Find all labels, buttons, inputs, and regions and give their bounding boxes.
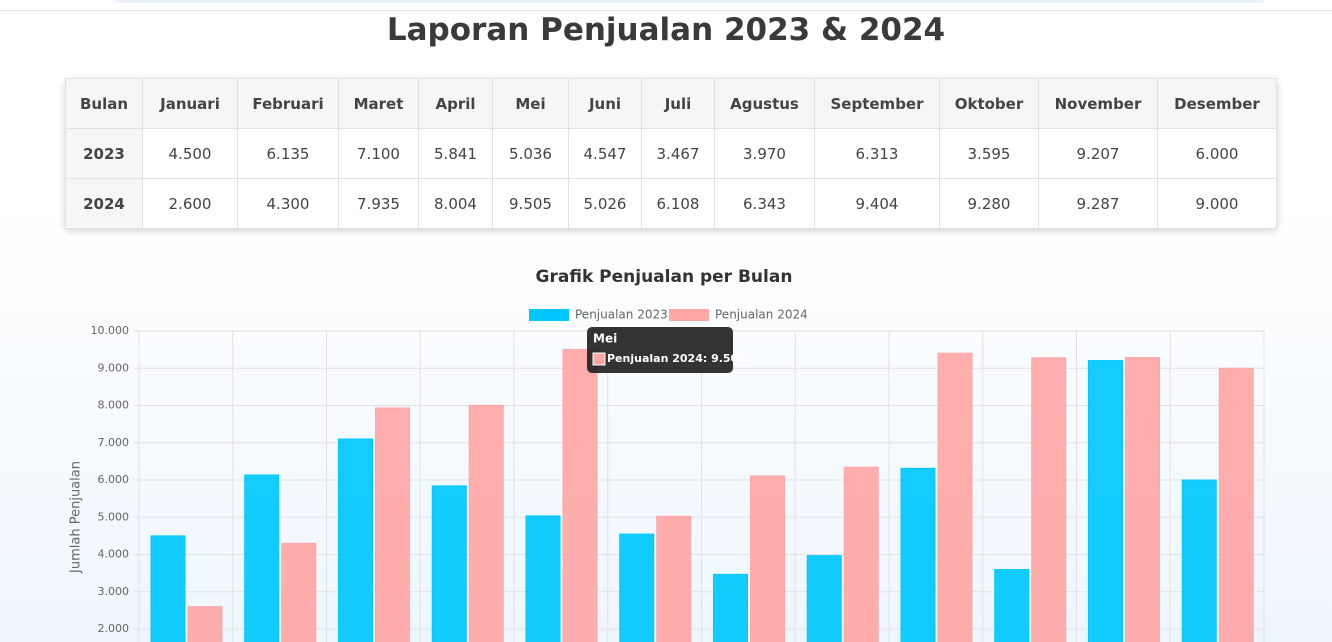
header-cell: Agustus xyxy=(714,78,815,129)
table-cell: 9.287 xyxy=(1038,178,1158,229)
header-cell: Maret xyxy=(338,78,419,129)
table-cell: 4.300 xyxy=(237,178,339,229)
bar xyxy=(187,606,223,642)
table-cell: 9.404 xyxy=(814,178,940,229)
legend-label: Penjualan 2024 xyxy=(715,308,808,322)
chart-title: Grafik Penjualan per Bulan xyxy=(536,267,793,287)
tooltip-box xyxy=(587,327,733,373)
bar xyxy=(338,438,373,642)
bar xyxy=(150,535,186,642)
y-axis-title: Jumlah Penjualan xyxy=(69,461,84,574)
table-cell: 8.004 xyxy=(418,178,493,229)
table-cell: 9.207 xyxy=(1038,128,1158,179)
header-cell: Oktober xyxy=(939,78,1039,129)
bar xyxy=(1218,367,1254,642)
bar xyxy=(281,542,317,642)
y-tick-label: 3.000 xyxy=(98,585,130,598)
table-cell: 7.100 xyxy=(338,128,419,179)
table-cell: 2024 xyxy=(65,178,143,229)
bar xyxy=(806,555,842,642)
bar xyxy=(1088,360,1123,642)
bar xyxy=(468,404,504,642)
table-cell: 6.108 xyxy=(641,178,715,229)
table-cell: 6.135 xyxy=(237,128,339,179)
header-cell: Januari xyxy=(142,78,238,129)
bar xyxy=(843,466,879,642)
header-row: Bulan Januari Februari Maret April Mei Juni Jul… xyxy=(65,78,1277,129)
table-cell: 5.026 xyxy=(568,178,642,229)
table-cell: 6.313 xyxy=(814,128,940,179)
bar xyxy=(1125,357,1160,642)
y-tick-label: 6.000 xyxy=(98,473,130,486)
tooltip-label: Penjualan 2024: 9.505 xyxy=(607,352,746,365)
table-cell: 2.600 xyxy=(142,178,238,229)
legend-swatch xyxy=(669,309,709,321)
legend-label: Penjualan 2023 xyxy=(575,308,668,322)
data-row: 2023 4.500 6.135 7.100 5.841 5.036 4.547 3.467 3… xyxy=(65,128,1277,179)
bar xyxy=(619,533,655,642)
bar xyxy=(244,474,280,642)
y-tick-label: 7.000 xyxy=(98,436,130,449)
y-tick-label: 2.000 xyxy=(98,622,130,635)
table-cell: 5.841 xyxy=(418,128,493,179)
bar xyxy=(713,573,748,642)
header-cell: Desember xyxy=(1157,78,1277,129)
bar xyxy=(994,569,1030,642)
bar xyxy=(562,348,598,642)
table-cell: 4.500 xyxy=(142,128,238,179)
bar xyxy=(525,515,561,642)
top-divider xyxy=(0,10,1332,11)
bar xyxy=(750,475,785,642)
header-cell: Juni xyxy=(568,78,642,129)
header-cell: September xyxy=(814,78,940,129)
tooltip-title: Mei xyxy=(593,332,617,346)
top-search-edge xyxy=(115,0,1265,3)
header-cell: November xyxy=(1038,78,1158,129)
tooltip-swatch xyxy=(592,352,606,366)
header-cell: Bulan xyxy=(65,78,143,129)
header-cell: Mei xyxy=(492,78,569,129)
legend-swatch xyxy=(529,309,569,321)
header-cell: April xyxy=(418,78,493,129)
y-tick-label: 5.000 xyxy=(98,510,130,523)
bar xyxy=(656,515,692,642)
table-cell: 9.280 xyxy=(939,178,1039,229)
header-cell: Februari xyxy=(237,78,339,129)
bar xyxy=(431,485,467,642)
y-tick-label: 9.000 xyxy=(98,361,130,374)
y-tick-label: 8.000 xyxy=(98,399,130,412)
data-row: 2024 2.600 4.300 7.935 8.004 9.505 5.026 6.108 6… xyxy=(65,178,1277,229)
y-tick-label: 4.000 xyxy=(98,548,130,561)
table-cell: 5.036 xyxy=(492,128,569,179)
table-cell: 2023 xyxy=(65,128,143,179)
y-tick-label: 10.000 xyxy=(91,324,130,337)
bar xyxy=(937,352,973,642)
header-cell: Juli xyxy=(641,78,715,129)
page-title: Laporan Penjualan 2023 & 2024 xyxy=(386,12,946,48)
sales-table: Bulan Januari Februari Maret April Mei Juni Jul… xyxy=(65,78,1277,229)
bar xyxy=(1181,479,1217,642)
bar xyxy=(900,467,936,642)
bar xyxy=(375,407,410,642)
bar xyxy=(1031,357,1067,642)
table-cell: 7.935 xyxy=(338,178,419,229)
table-cell: 9.505 xyxy=(492,178,569,229)
table-cell: 9.000 xyxy=(1157,178,1277,229)
